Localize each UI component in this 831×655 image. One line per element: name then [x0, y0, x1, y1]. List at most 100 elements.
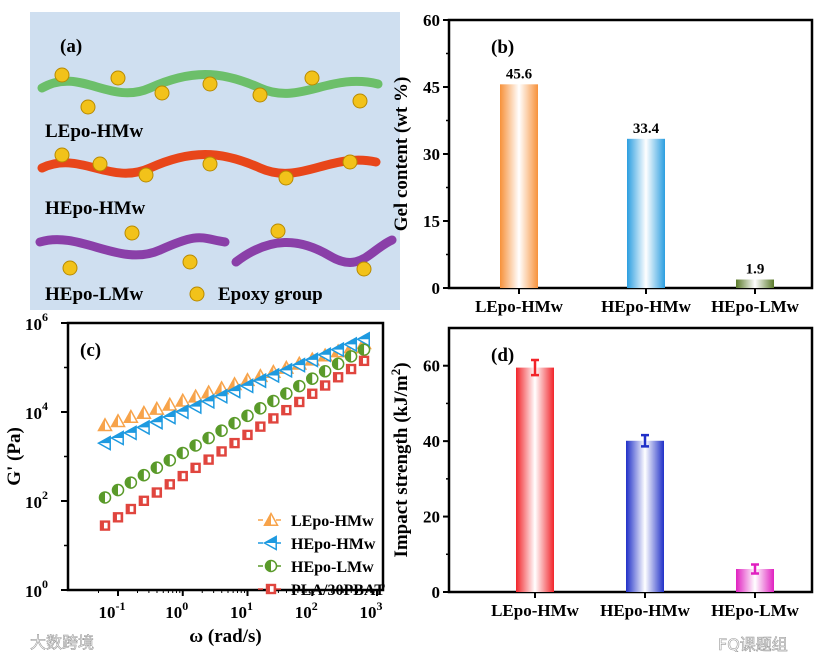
bar-hepo-hmw — [627, 138, 665, 288]
marker-fill — [163, 398, 170, 411]
epoxy-ball — [154, 85, 170, 101]
marker-fill — [202, 386, 209, 398]
marker-fill — [176, 394, 183, 406]
marker-fill — [138, 469, 144, 481]
series-hepo-hmw — [96, 331, 371, 451]
y-tick-label: 106 — [25, 310, 48, 334]
marker-fill — [177, 447, 183, 459]
x-tick-label: 101 — [230, 599, 253, 622]
legend-label: LEpo-HMw — [291, 513, 374, 530]
marker-hole — [298, 399, 302, 405]
epoxy-ball — [92, 156, 108, 172]
marker-hole — [269, 586, 274, 592]
panel-a-tag: (a) — [60, 36, 82, 57]
legend-item: LEpo-HMw — [258, 511, 374, 530]
x-tick-label: 10-1 — [99, 599, 126, 622]
x-tick-label: LEpo-HMw — [475, 297, 564, 316]
marker-hole — [337, 374, 341, 381]
marker-fill — [241, 379, 253, 386]
marker-fill — [253, 374, 266, 381]
marker-fill — [264, 513, 271, 526]
panel-tag: (b) — [491, 37, 514, 58]
marker-fill — [292, 358, 305, 366]
marker-fill — [344, 340, 352, 353]
marker-fill — [215, 389, 227, 397]
chain-hepo-lmw-1 — [35, 233, 230, 260]
marker-fill — [189, 400, 201, 407]
marker-fill — [150, 415, 163, 423]
label-lepo-hmw: LEpo-HMw — [45, 121, 143, 142]
y-tick-label: 102 — [25, 488, 48, 512]
marker-fill — [241, 410, 248, 422]
x-tick-label: HEpo-HMw — [600, 601, 690, 620]
bar-lepo-hmw — [516, 367, 554, 592]
marker-fill — [99, 491, 106, 504]
panel-a: (a) LEpo-HMw HEpo-HMw HEpo-LMw Epoxy gro… — [30, 12, 400, 310]
marker-fill — [228, 384, 240, 392]
marker-hole — [233, 440, 238, 446]
panel-c: (c) 10-1 100 101 102 103 100 102 104 106 ω (rad/s)… — [4, 310, 385, 647]
bar-lepo-hmw — [500, 84, 538, 288]
marker-fill — [176, 405, 188, 412]
panel-d: (d) 0 20 40 60 LEpo-HMw HEpo-HMw HEpo-LMw Impact… — [388, 326, 814, 620]
marker-fill — [111, 431, 124, 439]
marker-hole — [311, 390, 315, 397]
y-axis-label: G' (Pa) — [4, 427, 25, 486]
epoxy-ball — [304, 70, 320, 86]
marker-hole — [142, 497, 147, 504]
epoxy-ball — [54, 67, 70, 83]
epoxy-ball — [124, 225, 140, 241]
y-tick-label: 45 — [423, 78, 440, 97]
marker-fill — [112, 484, 118, 496]
y-tick-label: 30 — [423, 145, 440, 164]
bar-hepo-lmw — [736, 279, 774, 288]
error-bar — [751, 563, 759, 575]
y-tick-label: 15 — [423, 212, 440, 231]
marker-fill — [319, 365, 326, 377]
x-tick-label: LEpo-HMw — [491, 601, 580, 620]
marker-fill — [216, 425, 222, 437]
legend-item: HEpo-LMw — [258, 559, 374, 576]
marker-fill — [202, 394, 214, 402]
panel-b: (b) 0 15 30 45 60 LEpo-HMw 45.6 HEpo-HMw 33.4 HEpo… — [391, 11, 814, 316]
error-bar — [641, 433, 649, 448]
marker-hole — [207, 456, 212, 463]
epoxy-ball — [252, 87, 268, 103]
bar-hepo-lmw — [736, 568, 774, 592]
series-pla-30pbat — [99, 355, 370, 531]
label-epoxy-group: Epoxy group — [218, 284, 323, 305]
marker-fill — [137, 420, 150, 428]
marker-fill — [279, 363, 292, 371]
epoxy-ball — [270, 223, 286, 239]
chain-lepo-hmw — [37, 70, 383, 98]
marker-fill — [163, 410, 176, 418]
marker-fill — [305, 353, 318, 360]
marker-hole — [181, 473, 186, 479]
marker-fill — [124, 426, 137, 433]
y-tick-label: 40 — [423, 432, 440, 451]
epoxy-ball — [202, 156, 218, 172]
marker-hole — [363, 357, 367, 364]
marker-hole — [129, 506, 134, 512]
legend-label: HEpo-HMw — [291, 536, 376, 553]
x-axis-label: ω (rad/s) — [189, 626, 261, 647]
data-label: 45.6 — [506, 66, 533, 82]
marker-fill — [266, 369, 279, 376]
epoxy-ball — [80, 99, 96, 115]
y-tick-label: 20 — [423, 508, 440, 527]
epoxy-ball — [110, 70, 126, 86]
marker-fill — [254, 402, 261, 414]
epoxy-groups — [54, 67, 372, 277]
legend-item: HEpo-HMw — [258, 535, 376, 553]
marker-fill — [267, 395, 274, 407]
x-tick-label: 102 — [295, 599, 318, 622]
epoxy-ball — [182, 254, 198, 270]
marker-fill — [265, 560, 271, 572]
marker-hole — [103, 522, 108, 529]
marker-fill — [125, 477, 131, 489]
marker-hole — [220, 448, 225, 455]
y-axis-label: Gel content (wt %) — [391, 77, 412, 232]
marker-fill — [280, 388, 287, 400]
marker-fill — [164, 454, 170, 466]
marker-fill — [357, 332, 370, 340]
